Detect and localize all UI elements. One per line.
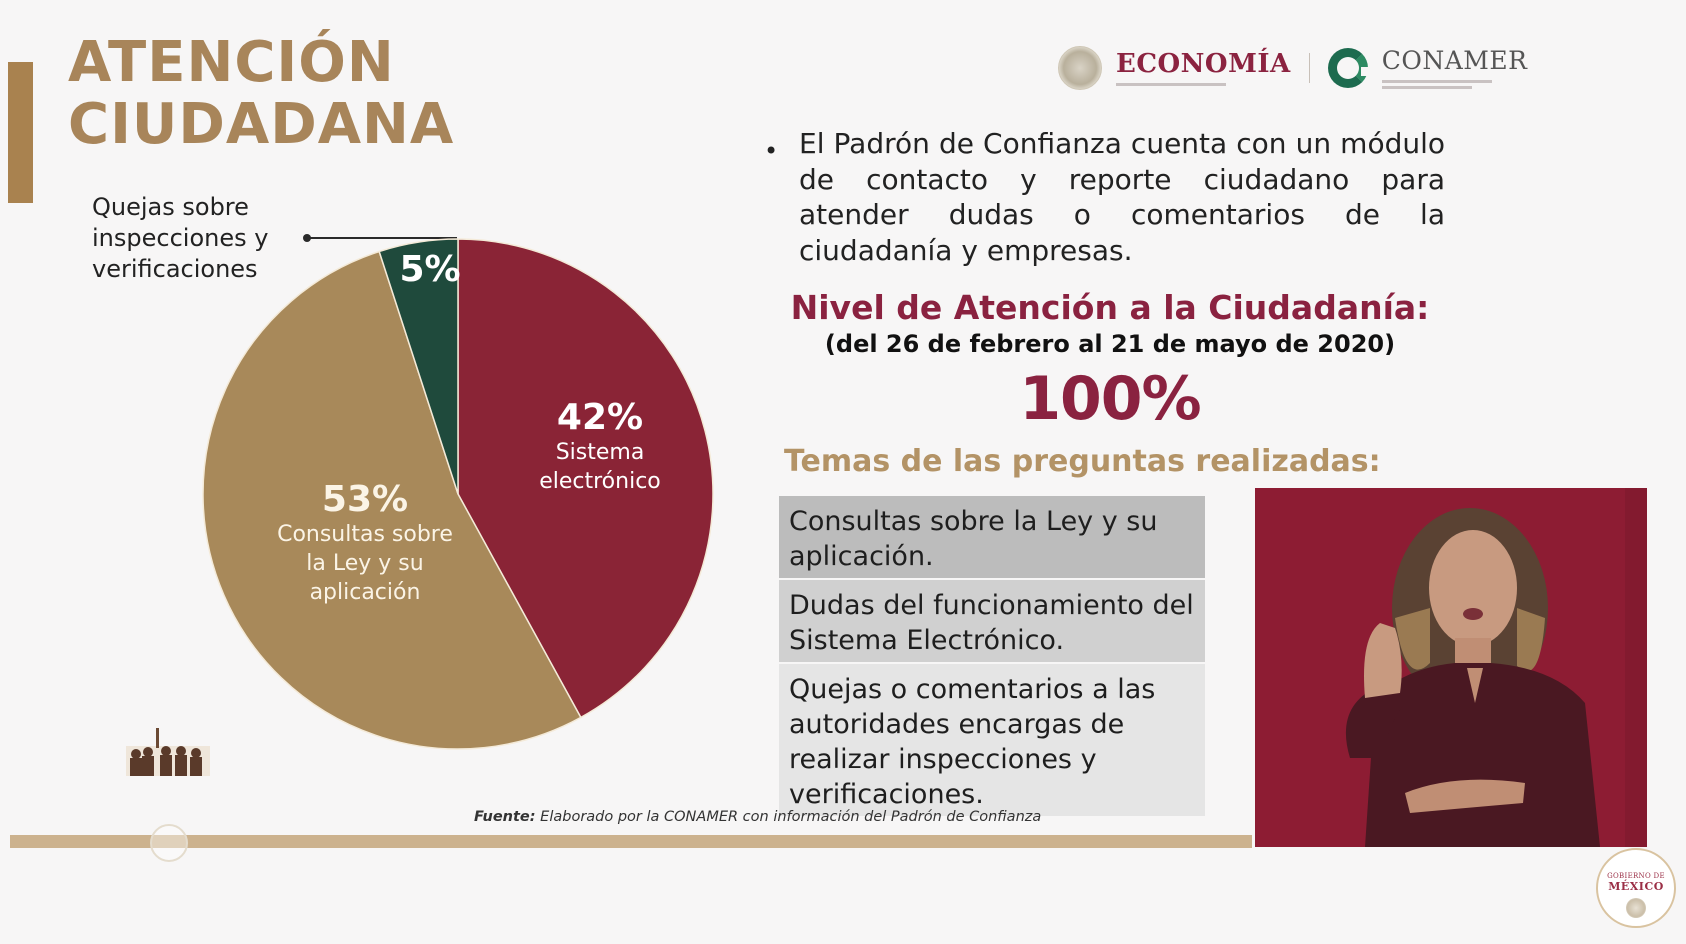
economia-subtitle-line — [1116, 83, 1226, 86]
coat-of-arms-icon — [1058, 46, 1102, 90]
header-logos: ECONOMÍA CONAMER — [1058, 44, 1527, 92]
pie-slice — [378, 238, 459, 495]
economia-logo: ECONOMÍA — [1116, 50, 1291, 86]
pie-percent: 5% — [399, 249, 461, 290]
pie-percent: 42% — [556, 397, 644, 438]
pie-label-consultas: 53% Consultas sobre la Ley y su aplicaci… — [255, 480, 475, 607]
pie-slice — [457, 238, 714, 719]
faint-seal-icon — [150, 824, 188, 862]
bottom-gold-bar — [10, 835, 1252, 848]
pie-label-sistema: 42% Sistema electrónico — [520, 398, 680, 496]
accent-bar — [8, 62, 33, 203]
pie-text: Consultas sobre — [277, 522, 453, 547]
conamer-logo: CONAMER — [1381, 46, 1528, 89]
gobierno-line-2: MÉXICO — [1608, 880, 1664, 893]
eagle-emblem-icon — [1626, 898, 1646, 918]
source-label: Fuente: — [474, 809, 536, 825]
pie-slices — [202, 238, 714, 750]
topic-row: Quejas o comentarios a las autoridades e… — [779, 664, 1205, 816]
title-line-1: ATENCIÓN — [68, 30, 395, 95]
title-line-2: CIUDADANA — [68, 92, 455, 157]
conamer-subtitle-line — [1381, 80, 1492, 83]
callout-line: Quejas sobre — [92, 193, 249, 221]
pie-text: Sistema — [555, 440, 645, 465]
pie-text: aplicación — [309, 580, 421, 605]
source-text: Elaborado por la CONAMER con información… — [535, 809, 1042, 825]
sign-language-interpreter-video — [1255, 488, 1647, 847]
conamer-logo-text: CONAMER — [1381, 46, 1528, 75]
pie-text: la Ley y su — [306, 551, 424, 576]
topics-title: Temas de las preguntas realizadas: — [784, 444, 1381, 479]
bullet-paragraph: El Padrón de Confianza cuenta con un mód… — [799, 127, 1445, 267]
pie-chart — [202, 238, 714, 750]
callout-leader-line — [307, 237, 457, 239]
callout-line: inspecciones y — [92, 224, 269, 252]
bullet-icon: • — [764, 137, 779, 165]
pie-label-quejas: 5% — [395, 250, 465, 290]
pie-slice — [202, 250, 582, 750]
conamer-subtitle-line-2 — [1381, 86, 1472, 89]
source-note: Fuente: Elaborado por la CONAMER con inf… — [474, 809, 1041, 825]
pie-percent: 53% — [321, 479, 409, 520]
service-level-dates: (del 26 de febrero al 21 de mayo de 2020… — [824, 330, 1396, 358]
logo-divider — [1308, 53, 1310, 83]
pie-callout-label: Quejas sobre inspecciones y verificacion… — [92, 192, 268, 285]
gobierno-line-1: GOBIERNO DE — [1607, 872, 1665, 880]
pie-text: electrónico — [539, 469, 661, 494]
topics-table: Consultas sobre la Ley y su aplicación. … — [779, 496, 1205, 816]
slide-title: ATENCIÓN CIUDADANA — [68, 32, 454, 156]
service-level-title: Nivel de Atención a la Ciudadanía: — [790, 288, 1430, 327]
gobierno-de-mexico-seal: GOBIERNO DE MÉXICO — [1596, 848, 1676, 928]
callout-leader-dot — [303, 234, 311, 242]
callout-line: verificaciones — [92, 255, 258, 283]
topic-row: Dudas del funcionamiento del Sistema Ele… — [779, 580, 1205, 662]
economia-logo-text: ECONOMÍA — [1116, 49, 1291, 79]
service-level-value: 100% — [1019, 364, 1201, 434]
conamer-c-icon — [1327, 48, 1371, 88]
national-heroes-icon — [126, 728, 210, 776]
topic-row: Consultas sobre la Ley y su aplicación. — [779, 496, 1205, 578]
